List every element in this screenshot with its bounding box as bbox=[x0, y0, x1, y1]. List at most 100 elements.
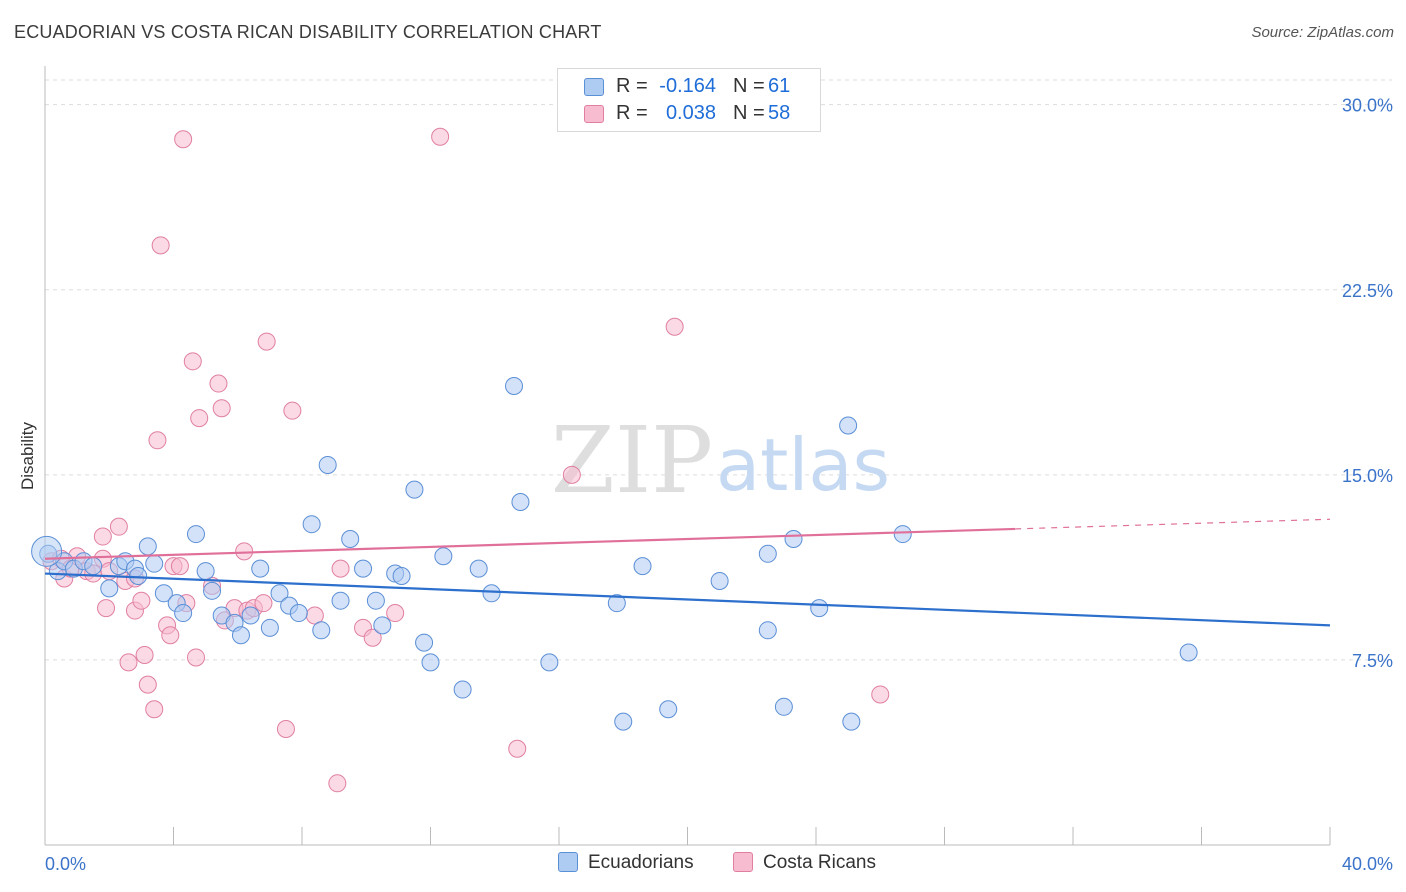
costa-rican-point bbox=[148, 431, 167, 450]
ecuadorian-point bbox=[289, 604, 308, 623]
bottom-legend-label: Costa Ricans bbox=[763, 852, 876, 873]
legend-n-value: 61 bbox=[768, 75, 791, 97]
ecuadorian-point bbox=[100, 579, 119, 598]
legend-n-label: N = bbox=[733, 102, 765, 124]
bottom-legend-label: Ecuadorians bbox=[588, 852, 694, 873]
costa-rican-point bbox=[174, 130, 193, 149]
costa-rican-point bbox=[871, 685, 890, 704]
bottom-legend-swatch-pink bbox=[733, 852, 753, 872]
costa-rican-point bbox=[254, 594, 273, 613]
ecuadorian-point bbox=[842, 712, 861, 731]
y-tick-label: 7.5% bbox=[1352, 651, 1393, 671]
x-tick-label: 40.0% bbox=[1342, 854, 1393, 874]
costa-rican-point bbox=[190, 409, 209, 428]
legend-n-label: N = bbox=[733, 75, 765, 97]
ecuadorian-point bbox=[614, 712, 633, 731]
y-tick-label: 15.0% bbox=[1342, 466, 1393, 486]
costa-rican-point bbox=[119, 653, 138, 672]
ecuadorian-point bbox=[469, 559, 488, 578]
costa-rican-point bbox=[431, 127, 450, 146]
ecuadorian-point bbox=[312, 621, 331, 640]
costa-rican-point bbox=[508, 739, 527, 758]
bottom-legend-costa-ricans: Costa Ricans bbox=[733, 852, 876, 874]
bottom-legend-ecuadorians: Ecuadorians bbox=[558, 852, 694, 874]
ecuadorian-point bbox=[354, 559, 373, 578]
costa-rican-point bbox=[276, 720, 295, 739]
costa-rican-point bbox=[151, 236, 170, 255]
costa-rican-point bbox=[186, 648, 205, 667]
ecuadorian-point bbox=[421, 653, 440, 672]
costa-rican-point bbox=[138, 675, 157, 694]
axes bbox=[44, 66, 1331, 846]
ecuadorian-trend-line bbox=[44, 572, 1331, 627]
ecuadorian-point bbox=[453, 680, 472, 699]
ecuadorian-point bbox=[270, 584, 289, 603]
ecuadorian-point bbox=[341, 530, 360, 548]
ecuadorian-point bbox=[511, 492, 530, 511]
source-credit: Source: ZipAtlas.com bbox=[1251, 24, 1394, 41]
costa-rican-point bbox=[257, 332, 276, 351]
x-tick-label: 0.0% bbox=[45, 854, 86, 874]
ecuadorian-point bbox=[331, 591, 350, 610]
ecuadorian-point bbox=[196, 562, 215, 581]
ecuadorian-point bbox=[154, 584, 173, 603]
ecuadorian-point bbox=[893, 525, 912, 544]
ecuadorian-point bbox=[1179, 643, 1198, 662]
costa-rican-point bbox=[212, 399, 231, 418]
ecuadorian-point bbox=[366, 591, 385, 610]
watermark-zip: ZIP bbox=[551, 407, 713, 514]
ecuadorian-point bbox=[145, 554, 164, 573]
ecuadorian-point bbox=[505, 377, 524, 395]
ecuadorian-point bbox=[405, 480, 424, 499]
ecuadorian-point bbox=[84, 557, 103, 576]
costa-rican-trend-extension bbox=[1015, 518, 1331, 530]
legend-swatch-pink bbox=[584, 105, 604, 123]
watermark-atlas: atlas bbox=[716, 423, 890, 507]
costa-rican-point bbox=[209, 374, 228, 393]
legend-swatch-blue bbox=[584, 78, 604, 96]
ecuadorian-point bbox=[659, 700, 678, 719]
costa-rican-point bbox=[93, 527, 112, 546]
trend-lines bbox=[44, 518, 1331, 627]
costa-rican-point bbox=[331, 559, 350, 578]
ecuadorian-point bbox=[810, 599, 829, 618]
costa-rican-point bbox=[283, 401, 302, 420]
costa-rican-point bbox=[562, 465, 581, 484]
ecuadorian-point bbox=[633, 557, 652, 576]
bottom-legend-swatch-blue bbox=[558, 852, 578, 872]
ecuadorian-point bbox=[607, 594, 626, 613]
costa-rican-point bbox=[132, 591, 151, 610]
ecuadorian-point bbox=[415, 633, 434, 652]
watermark: ZIP atlas bbox=[551, 407, 890, 514]
legend-r-label: R = bbox=[616, 75, 648, 97]
ecuadorian-point bbox=[392, 567, 411, 586]
costa-rican-point bbox=[665, 317, 684, 336]
ecuadorian-point bbox=[251, 559, 270, 578]
y-tick-label: 22.5% bbox=[1342, 281, 1393, 301]
ecuadorian-point bbox=[203, 581, 222, 600]
ecuadorian-point bbox=[373, 616, 392, 635]
ecuadorian-cluster-point bbox=[31, 535, 63, 567]
costa-rican-point bbox=[183, 352, 202, 371]
ecuadorian-point bbox=[774, 697, 793, 716]
ecuadorian-point bbox=[540, 653, 559, 672]
ecuadorian-point bbox=[241, 606, 260, 625]
legend-row-ecuadorians: R = -0.164 N = 61 bbox=[558, 73, 820, 101]
y-axis-label: Disability bbox=[18, 421, 37, 490]
ecuadorian-point bbox=[758, 621, 777, 640]
stats-legend: R = -0.164 N = 61 R = 0.038 N = 58 bbox=[557, 68, 821, 132]
costa-rican-point bbox=[109, 517, 128, 536]
legend-r-value: 0.038 bbox=[665, 102, 716, 124]
tick-labels: 7.5% 15.0% 22.5% 30.0% 0.0% 40.0% bbox=[45, 96, 1393, 874]
costa-rican-point bbox=[135, 645, 154, 664]
ecuadorian-point bbox=[302, 515, 321, 534]
ecuadorian-points bbox=[31, 377, 1198, 731]
legend-row-costa-ricans: R = 0.038 N = 58 bbox=[558, 100, 820, 128]
ecuadorian-point bbox=[784, 530, 803, 548]
ecuadorian-point bbox=[839, 416, 858, 435]
ecuadorian-point bbox=[434, 547, 453, 566]
costa-rican-point bbox=[161, 626, 180, 645]
costa-rican-point bbox=[363, 628, 382, 647]
ecuadorian-point bbox=[758, 544, 777, 563]
legend-r-label: R = bbox=[616, 102, 648, 124]
